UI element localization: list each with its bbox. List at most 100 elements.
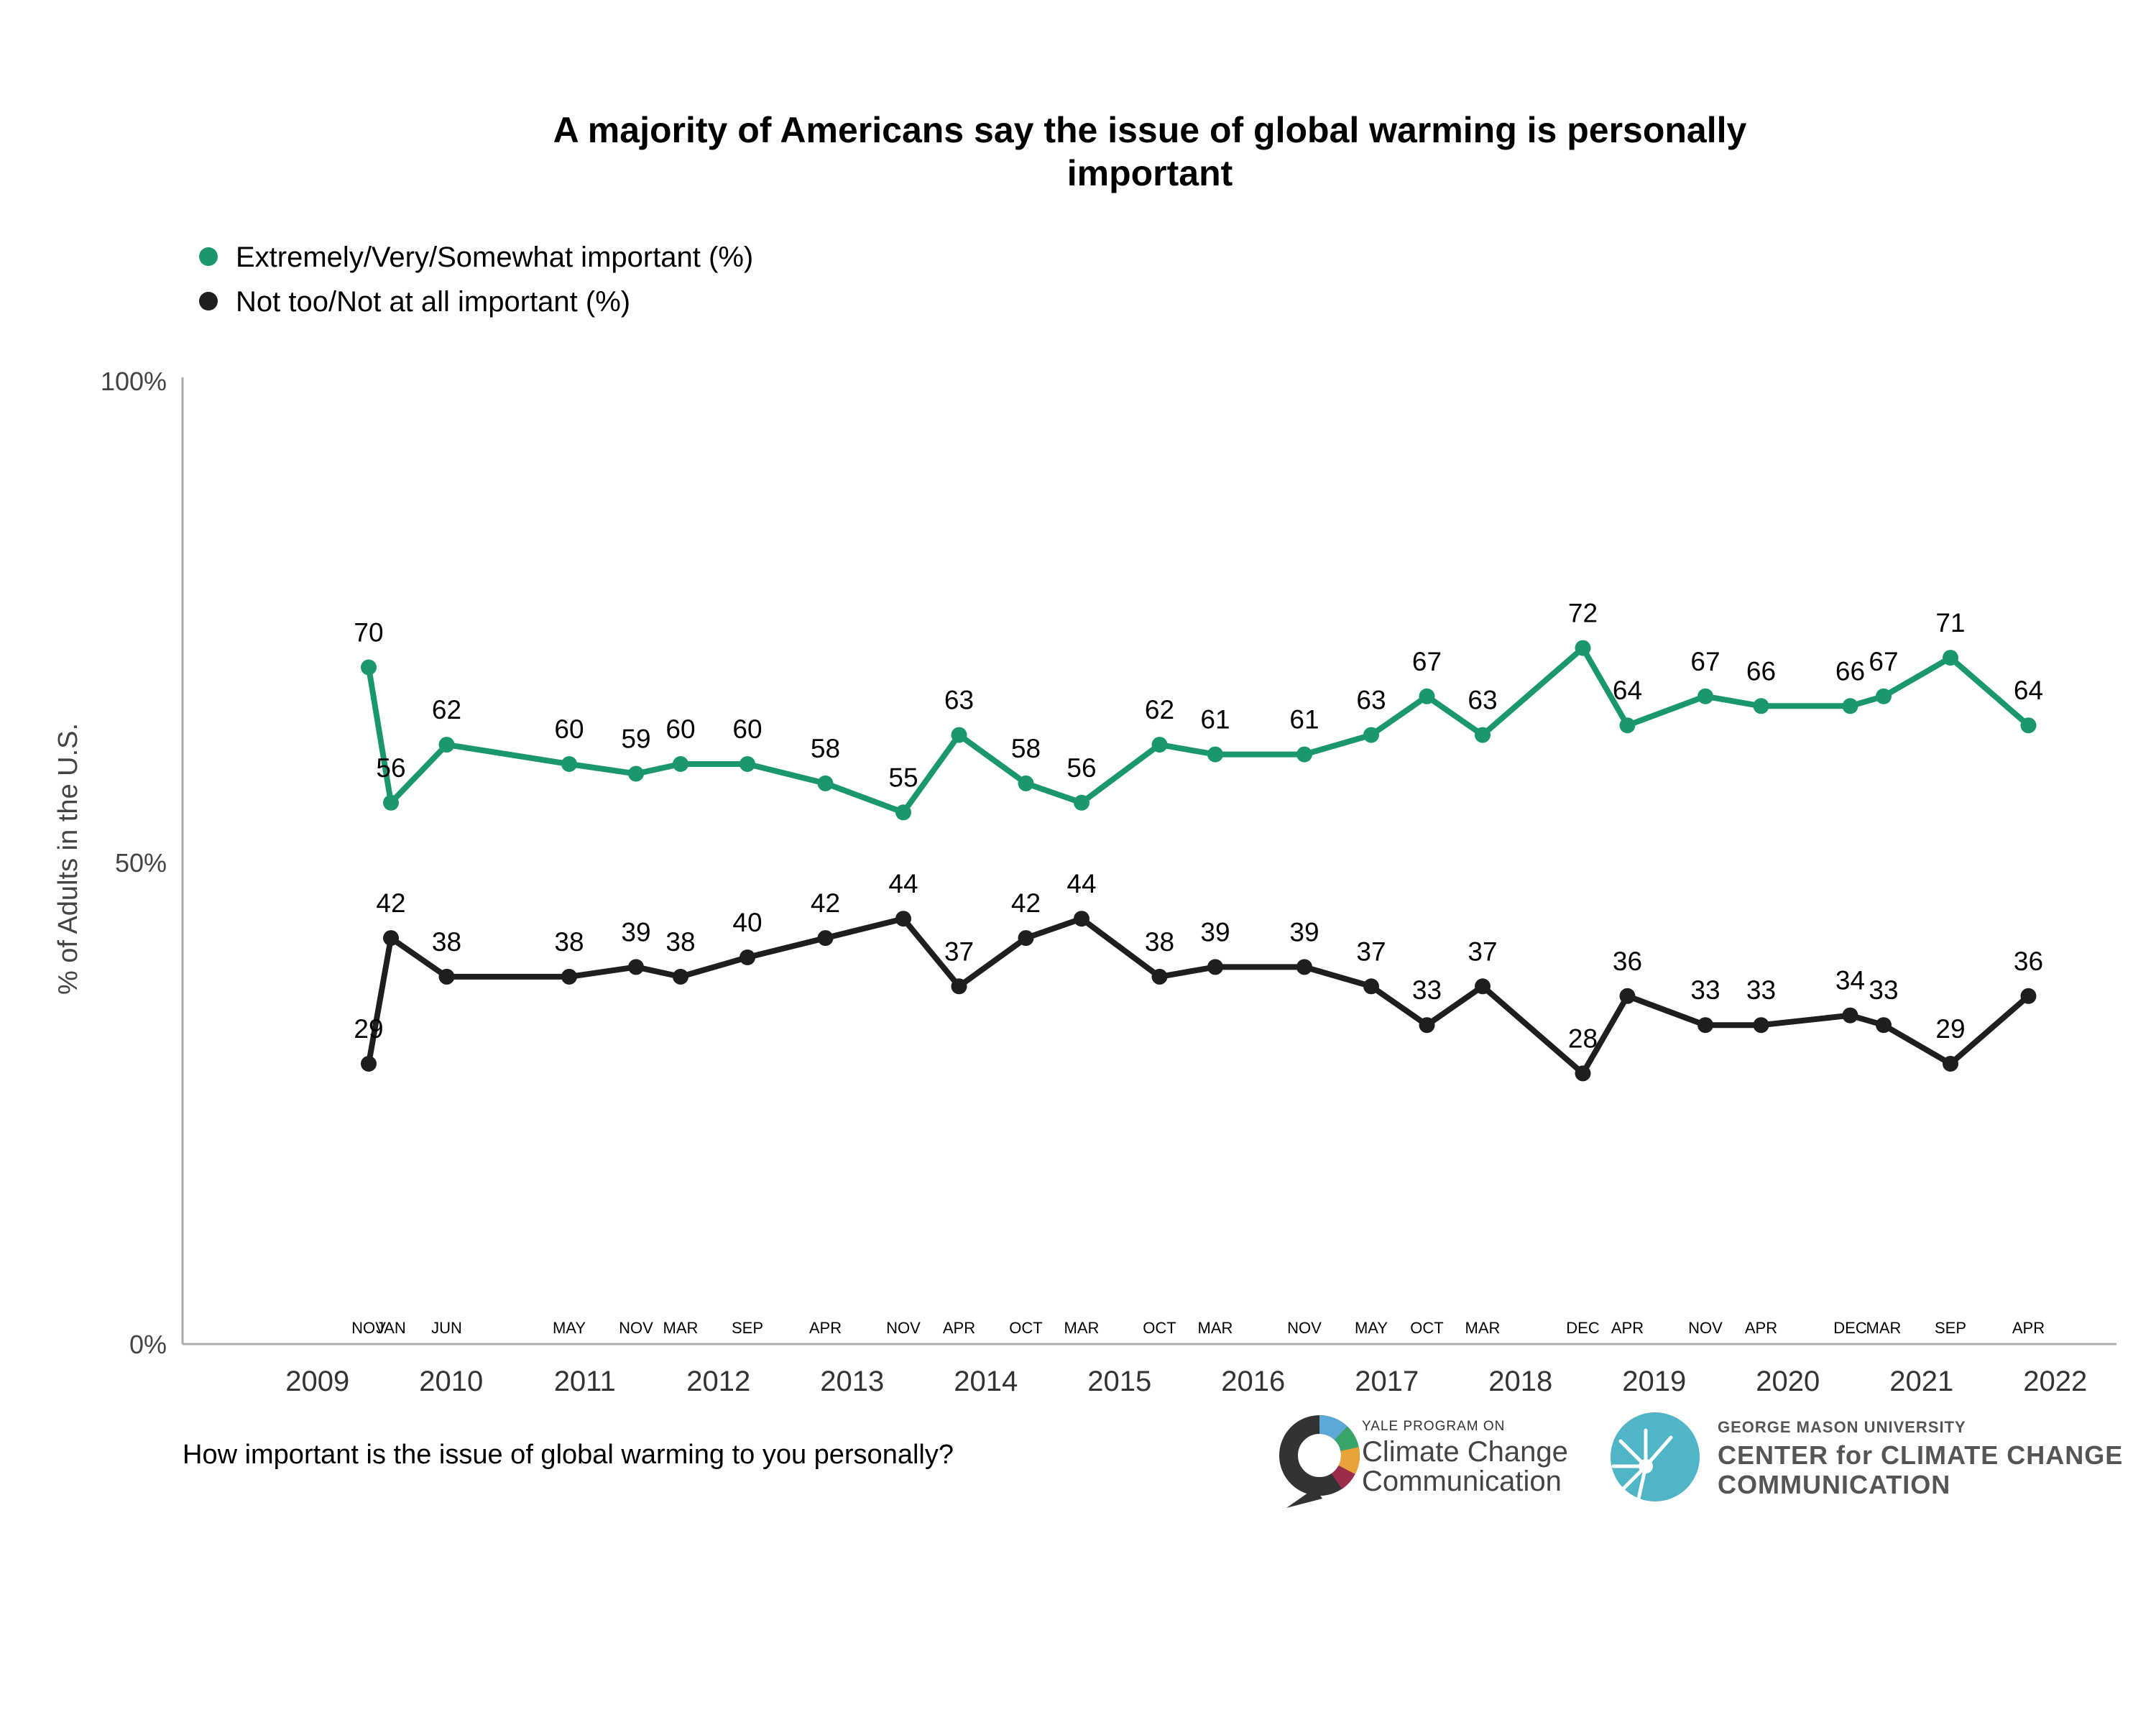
data-label: 67 (1690, 647, 1720, 676)
data-point (1296, 959, 1312, 975)
data-point (361, 1056, 377, 1072)
data-label: 42 (1011, 888, 1041, 918)
data-point (383, 930, 399, 947)
x-year-label-2016: 2016 (1221, 1366, 1285, 1397)
x-month-label: APR (809, 1319, 842, 1337)
x-year-label-2021: 2021 (1889, 1366, 1953, 1397)
data-point (1619, 717, 1636, 734)
data-label: 60 (554, 714, 584, 744)
data-point (895, 911, 911, 927)
series-line-0 (366, 645, 2031, 816)
data-point (1876, 688, 1892, 704)
data-label: 63 (1468, 686, 1497, 715)
x-month-label: SEP (1935, 1319, 1966, 1337)
data-point (1018, 930, 1034, 947)
data-label: 56 (1067, 753, 1096, 783)
x-month-label: NOV (1688, 1319, 1723, 1337)
yale-logo-line2: Communication (1362, 1466, 1562, 1497)
x-month-label: MAY (553, 1319, 586, 1337)
x-month-label: OCT (1009, 1319, 1042, 1337)
x-year-label-2018: 2018 (1488, 1366, 1552, 1397)
data-point (1475, 727, 1491, 743)
series-lines (366, 645, 2031, 1077)
x-month-label: APR (1611, 1319, 1644, 1337)
gmu-logo-line2: COMMUNICATION (1718, 1470, 1950, 1499)
x-month-label: JUN (431, 1319, 462, 1337)
data-label: 44 (888, 869, 918, 898)
x-axis-year-labels: 2009 2010 2011 2012 2013 2014 2015 2016 2017 2018… (285, 1366, 2087, 1397)
data-label: 56 (376, 753, 405, 783)
data-point (740, 949, 755, 965)
data-point (561, 756, 577, 772)
gmu-logo-line1: CENTER for CLIMATE CHANGE (1718, 1440, 2123, 1470)
data-label: 62 (1145, 695, 1174, 724)
data-label: 58 (1011, 734, 1041, 763)
x-month-label: MAR (1866, 1319, 1902, 1337)
data-point (561, 968, 577, 985)
data-label: 38 (1145, 927, 1174, 957)
data-point (2020, 717, 2037, 734)
data-label: 36 (1613, 947, 1642, 976)
chart-title-line1: A majority of Americans say the issue of… (553, 110, 1747, 150)
x-year-label-2019: 2019 (1622, 1366, 1686, 1397)
yale-logo-small-text: YALE PROGRAM ON (1362, 1419, 1505, 1434)
data-label: 42 (811, 888, 840, 918)
data-label: 39 (1289, 917, 1319, 947)
x-year-label-2009: 2009 (285, 1366, 349, 1397)
data-label: 60 (665, 714, 695, 744)
x-year-label-2017: 2017 (1355, 1366, 1419, 1397)
data-point (1753, 1017, 1769, 1034)
data-point (1018, 775, 1034, 791)
data-point (817, 930, 834, 947)
data-label: 33 (1690, 975, 1720, 1005)
data-point (383, 794, 399, 811)
gmu-sunburst-icon (1611, 1412, 1700, 1501)
data-point (438, 737, 455, 753)
x-month-label: MAR (663, 1319, 699, 1337)
series-line-1 (366, 916, 2031, 1077)
x-year-label-2010: 2010 (419, 1366, 483, 1397)
data-label: 29 (1935, 1014, 1965, 1044)
data-label: 66 (1746, 656, 1776, 686)
data-label: 34 (1835, 966, 1865, 995)
data-label: 37 (1356, 937, 1386, 966)
x-year-label-2015: 2015 (1087, 1366, 1151, 1397)
data-point (1619, 988, 1636, 1004)
data-label: 37 (944, 937, 974, 966)
data-point (2020, 988, 2037, 1004)
data-label: 42 (376, 888, 405, 918)
data-point (1575, 1065, 1591, 1082)
survey-question: How important is the issue of global war… (183, 1440, 954, 1470)
data-label: 39 (621, 917, 650, 947)
legend-label-important: Extremely/Very/Somewhat important (%) (236, 242, 753, 273)
x-month-label: NOV (1287, 1319, 1322, 1337)
data-label: 63 (944, 686, 974, 715)
x-month-label: DEC (1566, 1319, 1600, 1337)
x-year-label-2011: 2011 (554, 1366, 616, 1397)
data-point (1697, 688, 1713, 704)
data-point (1419, 688, 1435, 704)
data-label: 44 (1067, 869, 1096, 898)
data-label: 70 (354, 618, 383, 648)
legend-marker-important (199, 247, 218, 266)
x-month-label: SEP (732, 1319, 763, 1337)
y-tick-label-50: 50% (115, 848, 167, 878)
data-point (895, 804, 911, 821)
data-label: 61 (1200, 705, 1230, 735)
data-point (951, 978, 967, 995)
data-point (1074, 911, 1089, 927)
x-year-label-2013: 2013 (820, 1366, 884, 1397)
data-label: 39 (1200, 917, 1230, 947)
data-label: 33 (1746, 975, 1776, 1005)
y-axis-label: % of Adults in the U.S. (53, 723, 83, 995)
x-month-label: MAR (1465, 1319, 1501, 1337)
x-month-label: OCT (1143, 1319, 1176, 1337)
x-year-label-2014: 2014 (954, 1366, 1018, 1397)
x-year-label-2020: 2020 (1756, 1366, 1820, 1397)
data-label: 71 (1935, 608, 1965, 638)
data-label: 29 (354, 1014, 383, 1044)
data-point (1697, 1017, 1713, 1034)
x-month-label: NOV (351, 1319, 386, 1337)
data-point (673, 968, 688, 985)
